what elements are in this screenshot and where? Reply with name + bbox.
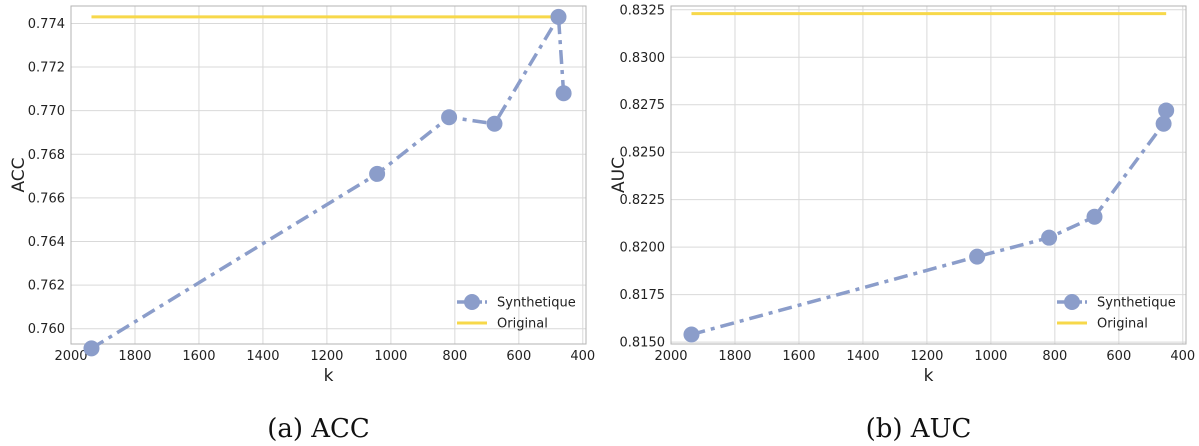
y-tick-label: 0.768: [28, 148, 65, 163]
x-tick-label: 1000: [974, 349, 1007, 364]
y-tick-label: 0.8175: [620, 288, 666, 303]
plot-frame: [70, 5, 587, 345]
x-tick-label: 800: [1042, 349, 1067, 364]
x-tick-label: 1600: [182, 349, 215, 364]
acc-chart: 2000 1800 1600 1400 1200 1000 800 600 400 0.760 0.…: [9, 5, 595, 444]
y-tick-label: 0.762: [28, 279, 65, 294]
x-tick-label: 600: [506, 349, 531, 364]
chart-caption: (b) AUC: [866, 414, 972, 444]
data-point-synthetique: [486, 115, 503, 132]
y-tick-label: 0.764: [28, 235, 65, 250]
data-point-synthetique: [83, 340, 100, 357]
data-point-synthetique: [550, 8, 567, 25]
y-tick-label: 0.766: [28, 191, 65, 206]
y-axis-label: ACC: [9, 157, 29, 192]
x-tick-label: 1800: [118, 349, 151, 364]
plot-frame: [670, 5, 1187, 345]
data-point-synthetique: [369, 165, 386, 182]
x-axis-label: k: [324, 366, 334, 386]
x-tick-label: 2000: [654, 349, 687, 364]
data-point-synthetique: [1158, 102, 1175, 119]
legend-marker-synthetique: [464, 294, 480, 310]
auc-chart: 2000 1800 1600 1400 1200 1000 800 600 400 0.8150 0…: [609, 3, 1195, 444]
legend-marker-synthetique: [1064, 294, 1080, 310]
data-point-synthetique: [683, 326, 700, 343]
y-axis-label: AUC: [609, 157, 629, 193]
y-tick-label: 0.8200: [620, 241, 666, 256]
y-tick-label: 0.760: [28, 322, 65, 337]
x-tick-label: 400: [570, 349, 595, 364]
plot-area: [71, 6, 586, 344]
x-tick-label: 600: [1106, 349, 1131, 364]
x-tick-label: 1800: [718, 349, 751, 364]
x-tick-label: 1200: [310, 349, 343, 364]
x-tick-label: 1200: [910, 349, 943, 364]
legend-label-original: Original: [1097, 317, 1148, 332]
y-tick-label: 0.8225: [620, 193, 666, 208]
data-point-synthetique: [1041, 229, 1058, 246]
y-tick-label: 0.772: [28, 61, 65, 76]
data-point-synthetique: [1155, 115, 1172, 132]
data-point-synthetique: [969, 248, 986, 265]
x-tick-label: 1400: [246, 349, 279, 364]
series-line-synthetique: [90, 15, 566, 350]
data-point-synthetique: [1086, 208, 1103, 225]
plot-area: [671, 6, 1186, 344]
x-tick-label: 1600: [782, 349, 815, 364]
legend-label-synthetique: Synthetique: [1097, 296, 1176, 311]
y-tick-label: 0.770: [28, 104, 65, 119]
x-tick-label: 1400: [846, 349, 879, 364]
x-axis-label: k: [924, 366, 934, 386]
legend-label-synthetique: Synthetique: [497, 296, 576, 311]
y-tick-label: 0.8250: [620, 146, 666, 161]
x-tick-label: 1000: [374, 349, 407, 364]
x-tick-label: 800: [442, 349, 467, 364]
data-point-synthetique: [441, 109, 458, 126]
legend-label-original: Original: [497, 317, 548, 332]
y-tick-label: 0.8275: [620, 98, 666, 113]
chart-caption: (a) ACC: [267, 414, 370, 444]
x-tick-label: 2000: [54, 349, 87, 364]
series-line-synthetique: [691, 110, 1168, 337]
y-tick-label: 0.8150: [620, 336, 666, 351]
x-tick-label: 400: [1170, 349, 1195, 364]
y-tick-label: 0.774: [28, 17, 65, 32]
data-point-synthetique: [555, 85, 572, 102]
y-tick-label: 0.8325: [620, 3, 666, 18]
y-tick-label: 0.8300: [620, 51, 666, 66]
